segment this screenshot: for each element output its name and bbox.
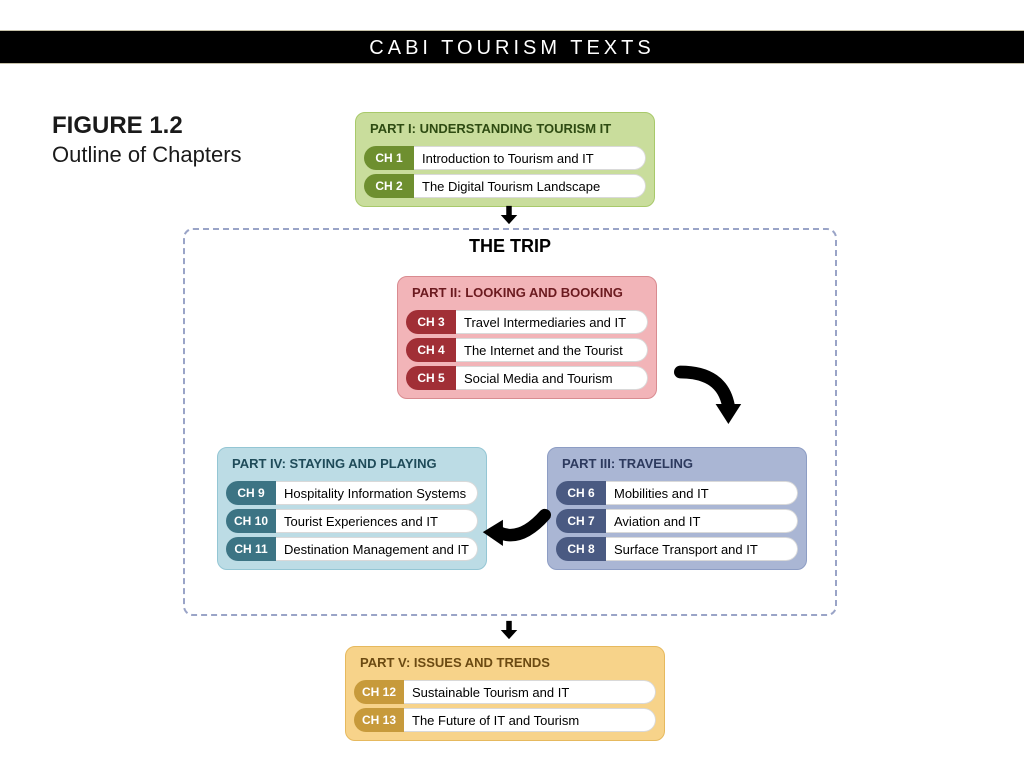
chapter-label: Sustainable Tourism and IT <box>404 680 656 704</box>
chapter-badge: CH 7 <box>556 509 606 533</box>
part-5-card: PART V: ISSUES AND TRENDS CH 12Sustainab… <box>345 646 665 741</box>
part-2-title: PART II: LOOKING AND BOOKING <box>406 283 648 306</box>
chapter-label: Surface Transport and IT <box>606 537 798 561</box>
chapter-label: Aviation and IT <box>606 509 798 533</box>
chapter-badge: CH 13 <box>354 708 404 732</box>
chapter-row: CH 7Aviation and IT <box>556 509 798 533</box>
figure-title: FIGURE 1.2 Outline of Chapters <box>52 112 242 168</box>
chapter-label: The Digital Tourism Landscape <box>414 174 646 198</box>
part-2-card: PART II: LOOKING AND BOOKING CH 3Travel … <box>397 276 657 399</box>
chapter-label: Introduction to Tourism and IT <box>414 146 646 170</box>
chapter-row: CH 3Travel Intermediaries and IT <box>406 310 648 334</box>
part-3-title: PART III: TRAVELING <box>556 454 798 477</box>
chapter-label: Destination Management and IT <box>276 537 478 561</box>
chapter-label: Tourist Experiences and IT <box>276 509 478 533</box>
part-4-title: PART IV: STAYING AND PLAYING <box>226 454 478 477</box>
chapter-label: The Internet and the Tourist <box>456 338 648 362</box>
chapter-badge: CH 10 <box>226 509 276 533</box>
chapter-badge: CH 2 <box>364 174 414 198</box>
chapter-label: The Future of IT and Tourism <box>404 708 656 732</box>
curved-arrow-1 <box>666 356 746 436</box>
chapter-badge: CH 4 <box>406 338 456 362</box>
chapter-row: CH 1Introduction to Tourism and IT <box>364 146 646 170</box>
arrow-down-2 <box>498 619 520 641</box>
chapter-badge: CH 11 <box>226 537 276 561</box>
header-text: CABI TOURISM TEXTS <box>369 37 654 59</box>
part-4-card: PART IV: STAYING AND PLAYING CH 9Hospita… <box>217 447 487 570</box>
chapter-row: CH 4The Internet and the Tourist <box>406 338 648 362</box>
part-1-card: PART I: UNDERSTANDING TOURISM IT CH 1Int… <box>355 112 655 207</box>
chapter-label: Mobilities and IT <box>606 481 798 505</box>
chapter-row: CH 6Mobilities and IT <box>556 481 798 505</box>
chapter-row: CH 9Hospitality Information Systems <box>226 481 478 505</box>
chapter-row: CH 8Surface Transport and IT <box>556 537 798 561</box>
chapter-row: CH 11Destination Management and IT <box>226 537 478 561</box>
trip-label: THE TRIP <box>185 236 835 257</box>
chapter-label: Hospitality Information Systems <box>276 481 478 505</box>
chapter-label: Social Media and Tourism <box>456 366 648 390</box>
arrow-down-1 <box>498 204 520 226</box>
chapter-badge: CH 6 <box>556 481 606 505</box>
chapter-badge: CH 1 <box>364 146 414 170</box>
part-3-card: PART III: TRAVELING CH 6Mobilities and I… <box>547 447 807 570</box>
curved-arrow-2 <box>480 498 560 560</box>
part-5-title: PART V: ISSUES AND TRENDS <box>354 653 656 676</box>
figure-number: FIGURE 1.2 <box>52 112 242 140</box>
chapter-badge: CH 8 <box>556 537 606 561</box>
chapter-label: Travel Intermediaries and IT <box>456 310 648 334</box>
header-bar: CABI TOURISM TEXTS <box>0 30 1024 64</box>
chapter-row: CH 5Social Media and Tourism <box>406 366 648 390</box>
part-1-title: PART I: UNDERSTANDING TOURISM IT <box>364 119 646 142</box>
chapter-badge: CH 12 <box>354 680 404 704</box>
chapter-badge: CH 5 <box>406 366 456 390</box>
chapter-row: CH 13The Future of IT and Tourism <box>354 708 656 732</box>
figure-subtitle: Outline of Chapters <box>52 142 242 168</box>
chapter-row: CH 2The Digital Tourism Landscape <box>364 174 646 198</box>
chapter-badge: CH 3 <box>406 310 456 334</box>
chapter-row: CH 10Tourist Experiences and IT <box>226 509 478 533</box>
chapter-row: CH 12Sustainable Tourism and IT <box>354 680 656 704</box>
chapter-badge: CH 9 <box>226 481 276 505</box>
